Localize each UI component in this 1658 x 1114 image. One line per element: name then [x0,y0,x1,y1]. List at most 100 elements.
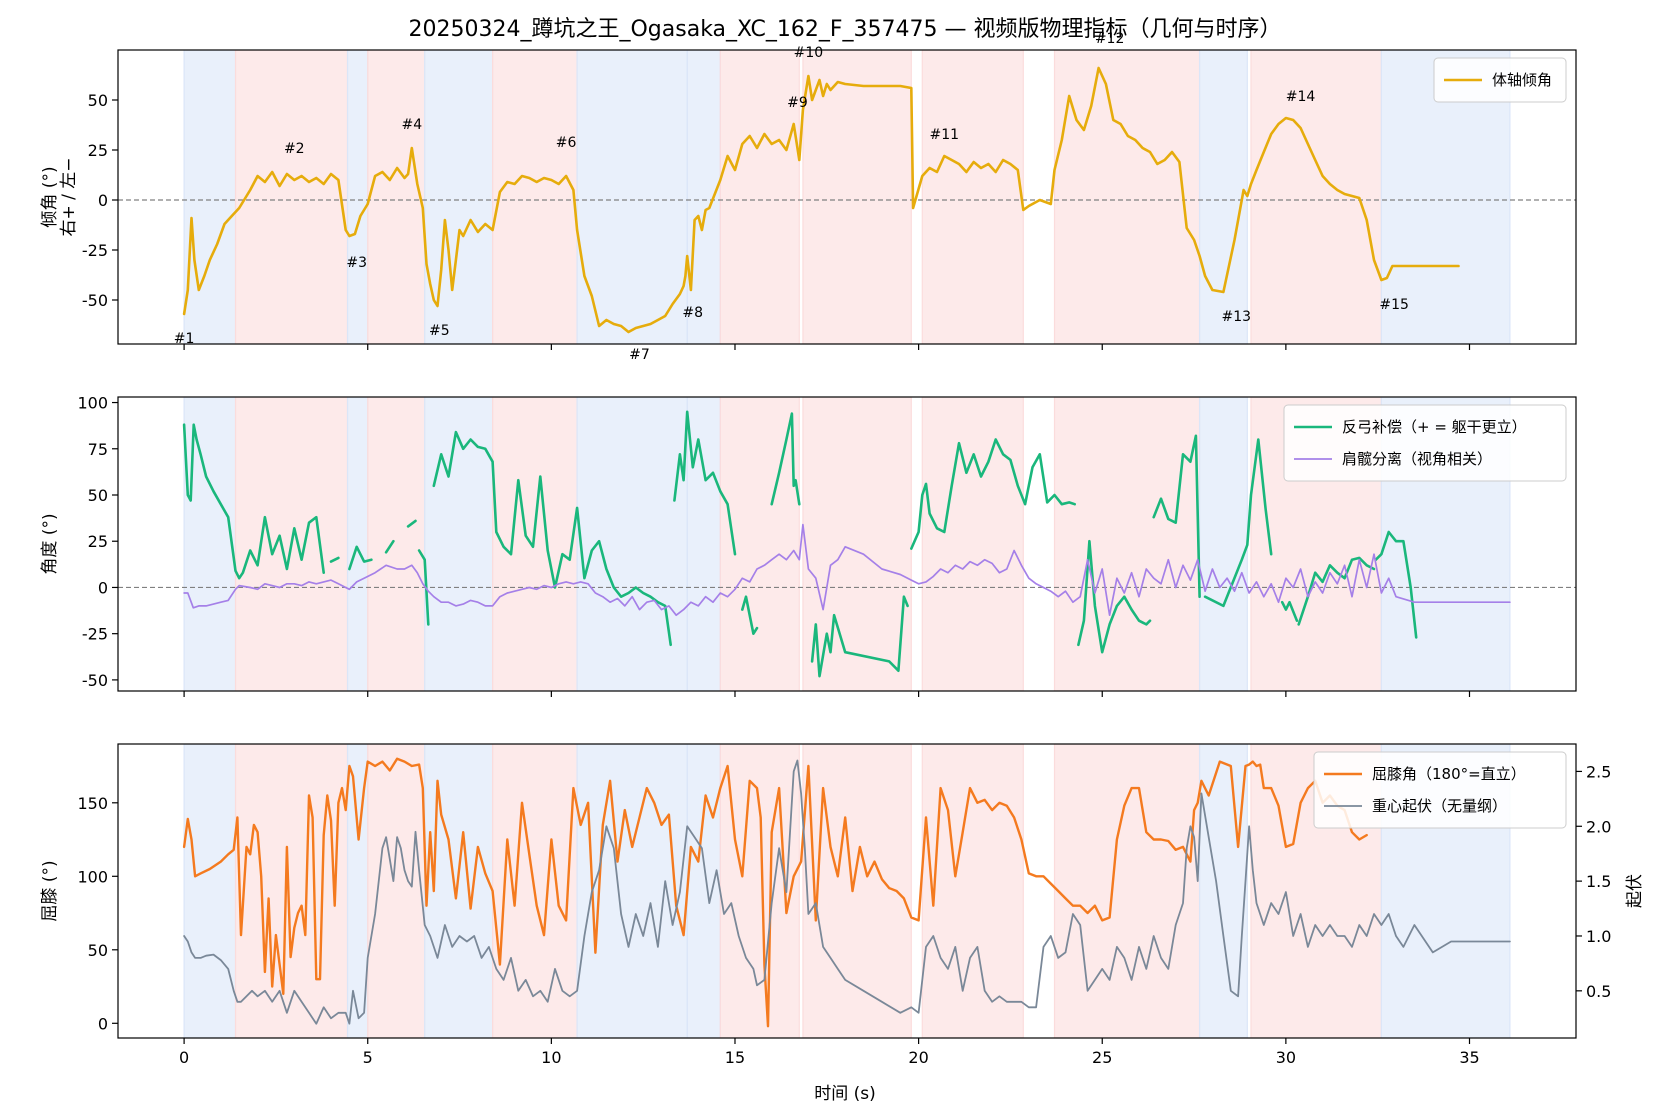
y-tick-label: 0 [98,578,108,597]
turn-band-right [491,50,578,344]
turn-band-right [491,397,578,691]
turn-band-right [921,397,1024,691]
y-tick-label: 50 [88,941,108,960]
turn-band-right [1053,50,1201,344]
turn-band-left [183,744,237,1038]
x-axis-label: 时间 (s) [814,1084,876,1104]
event-label: #7 [629,347,650,363]
series-line-2 [183,759,1511,1025]
y-axis-label: 屈膝 (°) [40,860,60,921]
x-tick-label: 35 [1459,1048,1479,1067]
turn-band-right [921,50,1024,344]
series-group [182,410,1511,678]
y-tick-label: -25 [82,625,108,644]
y-tick-label: 75 [88,440,108,459]
turn-band-right [719,744,800,1038]
turn-band-right [367,744,426,1038]
turn-band-right [367,50,426,344]
series-line-1-seg-12 [910,438,1076,550]
chart-title: 20250324_蹲坑之王_Ogasaka_XC_162_F_357475 — … [409,17,1282,42]
y2-tick-label: 2.5 [1586,762,1611,781]
legend-entry: 反弓补偿（+ = 躯干更立） [1342,418,1527,436]
turn-band-right [719,397,800,691]
axes-frame [117,743,1577,1039]
y-tick-label: -25 [82,241,108,260]
series-line-1-seg-1 [182,423,325,580]
event-label: #4 [401,117,422,133]
series-line-1-seg-6 [417,549,430,626]
y-tick-label: -50 [82,291,108,310]
series-line-1 [182,66,1460,334]
legend: 屈膝角（180°=直立） 重心起伏（无量纲） [1313,751,1567,829]
y2-tick-label: 2.0 [1586,817,1611,836]
turn-band-right [921,744,1024,1038]
legend: 体轴倾角 [1433,57,1567,103]
turn-band-right [802,744,912,1038]
series-line-1-seg-16 [1280,600,1299,622]
y-tick-label: 25 [88,141,108,160]
y2-tick-label: 1.0 [1586,927,1611,946]
y-tick-label: 100 [77,867,108,886]
x-tick-label: 0 [179,1048,189,1067]
x-tick-label: 25 [1092,1048,1112,1067]
series-line-1-seg-17 [1297,556,1376,626]
event-label: #11 [930,127,960,143]
series-line-1-seg-9 [741,595,759,635]
event-label: #6 [556,135,577,151]
y-tick-label: 0 [98,191,108,210]
event-label: #1 [174,331,195,347]
series-line-1-seg-15 [1203,438,1273,608]
event-label: #12 [1095,31,1125,47]
event-label: #2 [284,141,305,157]
event-label: #5 [429,323,450,339]
turn-band-right [234,744,349,1038]
legend-box [1283,404,1567,482]
axes-frame [117,49,1577,345]
turn-bands [183,744,1511,1038]
x-tick-label: 10 [541,1048,561,1067]
series-line-1-seg-5 [406,519,417,528]
turn-band-right [1053,744,1201,1038]
turn-band-left [183,50,237,344]
series-line-1-seg-13 [1077,539,1152,654]
x-tick-label: 5 [363,1048,373,1067]
legend: 反弓补偿（+ = 躯干更立） 肩髋分离（视角相关） [1283,404,1567,482]
axes-frame [117,396,1577,692]
event-label: #15 [1379,297,1409,313]
event-label: #8 [682,305,703,321]
turn-band-left [686,744,721,1038]
y-tick-label: -50 [82,671,108,690]
turn-band-left [1198,744,1248,1038]
turn-band-left [346,50,369,344]
turn-band-right [802,397,912,691]
y-tick-label: 0 [98,1014,108,1033]
event-label: #9 [787,95,808,111]
turn-band-right [802,50,912,344]
x-tick-label: 20 [908,1048,928,1067]
series-line-1-seg-8 [673,410,737,556]
turn-band-left [346,397,369,691]
turn-band-left [686,50,721,344]
turn-band-right [719,50,800,344]
series-line-1-seg-11 [810,595,909,678]
turn-band-left [1198,50,1248,344]
event-label: #14 [1286,89,1316,105]
turn-band-left [424,50,494,344]
event-label: #10 [794,45,824,61]
turn-band-left [686,397,721,691]
y-tick-label: 100 [77,394,108,413]
x-tick-label: 30 [1276,1048,1296,1067]
y-tick-label: 50 [88,486,108,505]
y2-tick-label: 0.5 [1586,982,1611,1001]
event-label: #13 [1222,309,1252,325]
series-line-1-seg-2 [329,556,340,563]
legend-box [1433,57,1567,103]
panel-3: 0 5 10 15 20 25 30 35 150 100 50 0 屈膝 (°) 2.5 2.0 1.5 1.… [40,743,1645,1067]
series-line-1-seg-7 [432,430,672,647]
x-tick-label: 15 [725,1048,745,1067]
series-group [182,66,1460,334]
series-line-1-seg-4 [384,539,395,554]
panel-1: 50 25 0 -25 -50 倾角 (°) 右+ / 左− #1 #2 #3 #4 #5 #6 #7 #8… [40,31,1577,363]
